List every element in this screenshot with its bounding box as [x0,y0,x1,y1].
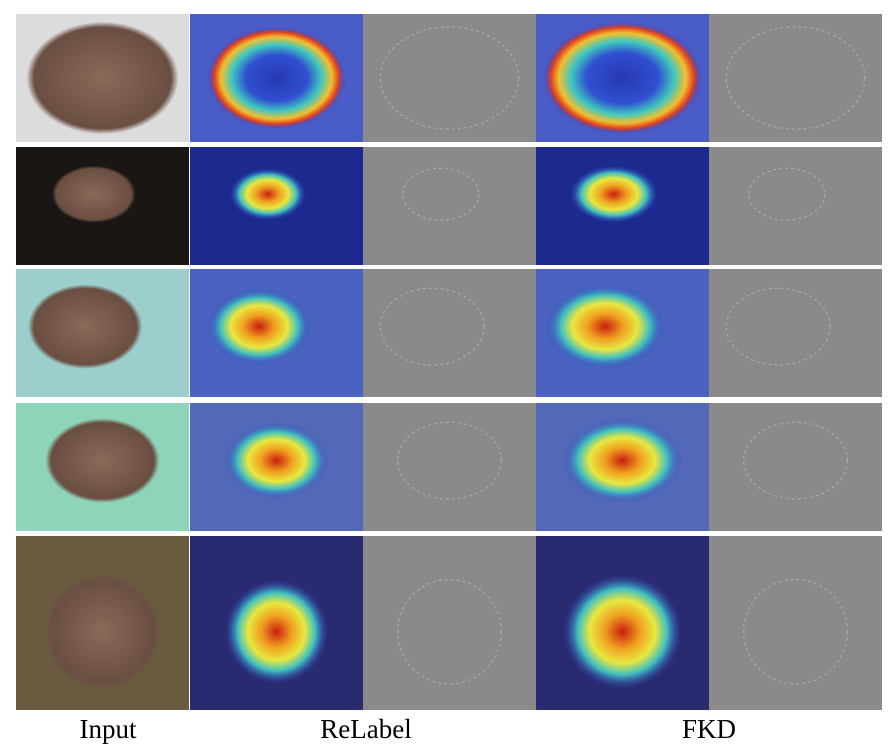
gradient-map [709,536,882,710]
cam-activation [207,26,346,130]
cam-activation [542,21,703,135]
gradient-outline [402,167,480,221]
gradient-outline [742,421,848,500]
gradient-outline [379,26,520,130]
gradient-map [363,14,536,142]
cam-activation [207,288,312,365]
column-label: ReLabel [320,714,411,744]
input-subject [28,284,143,369]
gradient-map [709,403,882,531]
gradient-map [363,269,536,397]
cam-activation [229,168,306,221]
cam-activation [570,165,658,223]
cam-activation [545,284,665,369]
column-label: Input [80,714,137,744]
gradient-map [709,269,882,397]
gradient-outline [397,421,503,500]
input-subject [26,21,179,135]
gradient-map [363,536,536,710]
cam-activation [224,422,329,499]
gradient-map [709,147,882,265]
gradient-map [363,147,536,265]
gradient-outline [379,287,485,366]
cam-activation [562,574,683,690]
gradient-outline [742,578,848,685]
column-label: FKD [682,714,736,744]
input-subject [45,574,160,690]
gradient-outline [397,578,503,685]
image-grid [16,14,882,710]
gradient-outline [748,167,826,221]
gradient-map [709,14,882,142]
input-subject [45,418,160,503]
input-subject [51,165,136,223]
gradient-outline [725,26,866,130]
gradient-outline [725,287,831,366]
cam-activation [562,418,683,503]
gradient-map [363,403,536,531]
cam-activation [224,579,329,684]
